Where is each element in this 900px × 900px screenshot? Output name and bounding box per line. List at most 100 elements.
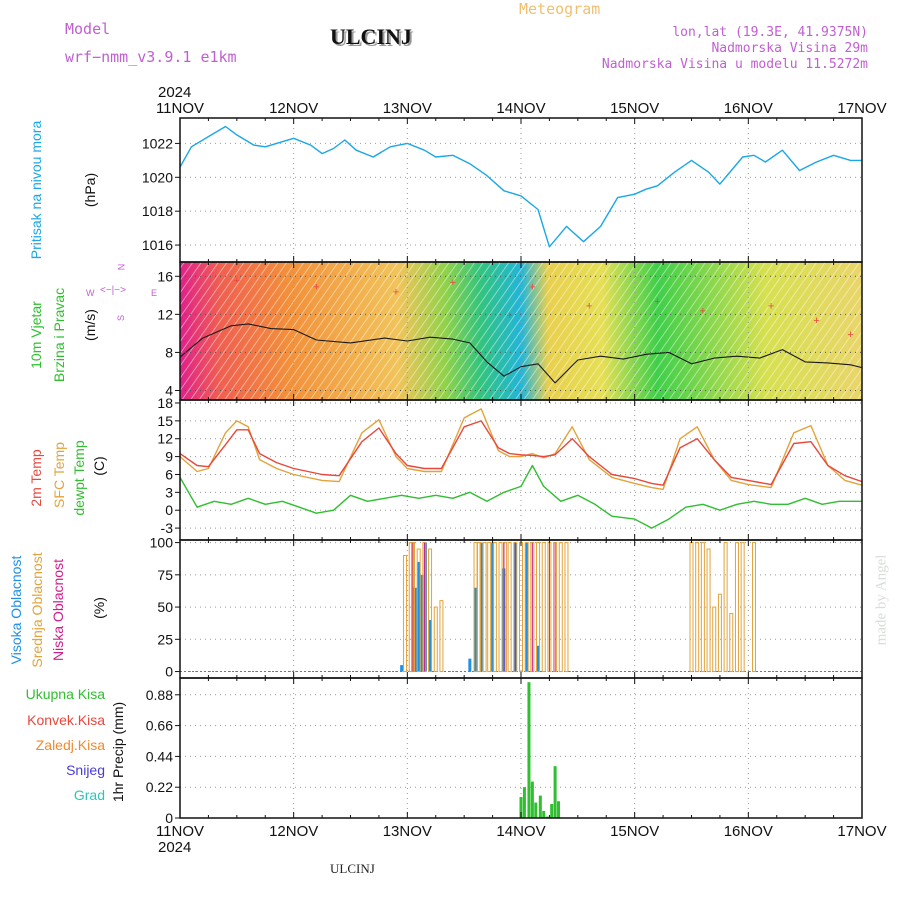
y-tick-label: 4 (165, 382, 173, 398)
year-top: 2024 (158, 84, 192, 101)
cloud-bar-mid (689, 542, 694, 673)
compass-south: S (116, 314, 127, 322)
cloud-bar-mid (492, 542, 497, 673)
y-tick-label: 18 (157, 395, 173, 411)
compass-north: N (116, 263, 127, 271)
wind-gust-mark: + (450, 277, 456, 289)
cloud-bar-mid (700, 542, 705, 673)
y-tick-label: 6 (165, 466, 173, 482)
cloud-bar-high (417, 561, 421, 672)
pressure-unit: (hPa) (82, 172, 98, 208)
cloud-bar-mid (498, 542, 503, 673)
cloud-bar-high (420, 574, 424, 672)
cloud-bar-high (536, 645, 540, 672)
wind-speed-line (179, 323, 863, 384)
wind-unit: (m/s) (82, 309, 98, 341)
cloud-bar-mid (734, 542, 739, 673)
sfc-temp-line (179, 408, 863, 491)
cloud-unit: (%) (91, 597, 107, 619)
footer-station: ULCINJ (330, 861, 375, 876)
y-tick-label: 12 (157, 306, 173, 322)
panel-frame (179, 117, 863, 263)
cloud-bar-mid (433, 606, 438, 673)
precip-legend-total: Ukupna Kisa (25, 686, 105, 702)
panel-frame (179, 677, 863, 819)
cloud-high-label: Visoka Oblacnost (8, 555, 24, 665)
y-tick-label: 25 (157, 631, 173, 647)
cloud-bar-mid (717, 593, 722, 673)
y-tick-label: 15 (157, 413, 173, 429)
precip-legend-hail: Grad (73, 787, 105, 803)
cloud-bar-mid (740, 542, 745, 673)
cloud-bar-mid (541, 542, 546, 673)
temp-2m-line (179, 420, 863, 486)
model-label: Model (65, 20, 111, 38)
x-tick-label-top: 14NOV (496, 100, 545, 117)
y-tick-label: 0.88 (146, 687, 173, 703)
pressure-label: Pritisak na nivou mora (28, 120, 44, 260)
cloud-bar-mid (507, 542, 512, 673)
pressure-line (179, 125, 862, 248)
y-tick-label: 0 (165, 810, 173, 826)
precip-bar (553, 766, 557, 818)
cloud-bar-mid (712, 606, 717, 673)
y-tick-label: 0 (165, 502, 173, 518)
wind-label-1: 10m Vjetar (28, 301, 44, 369)
elevation-label: Nadmorska Visina 29m (711, 41, 868, 56)
precip-bar (542, 811, 546, 818)
x-tick-label-top: 11NOV (156, 100, 204, 117)
cloud-bar-mid (536, 542, 541, 673)
wind-gust-mark: + (529, 282, 535, 294)
y-tick-label: 1020 (142, 169, 173, 185)
y-tick-label: 100 (150, 535, 174, 551)
cloud-bar-mid (695, 542, 700, 673)
cloud-bar-high (413, 587, 417, 672)
wind-gust-mark: + (654, 296, 660, 308)
x-tick-label-bottom: 16NOV (724, 823, 773, 840)
precip-legend-freezing: Zaledj.Kisa (35, 737, 105, 753)
y-tick-label: 0.44 (146, 748, 173, 764)
cloud-bar-mid (706, 548, 711, 673)
y-tick-label: 1016 (142, 237, 173, 253)
x-tick-label-top: 12NOV (269, 100, 318, 117)
wind-label-2: Brzina i Pravac (51, 287, 67, 383)
cloud-bar-mid (428, 548, 433, 673)
cloud-bar-high (474, 587, 478, 672)
y-tick-label: 1018 (142, 203, 173, 219)
precip-bar (522, 787, 526, 818)
cloud-bar-mid (524, 542, 529, 673)
cloud-low-label: Niska Oblacnost (50, 559, 66, 661)
wind-gust-mark: + (234, 275, 240, 287)
y-tick-label: 12 (157, 431, 173, 447)
x-tick-label-bottom: 12NOV (269, 823, 318, 840)
x-tick-label-top: 15NOV (610, 100, 659, 117)
temp-sfc-label: SFC Temp (51, 442, 67, 508)
cloud-bar-mid (482, 542, 487, 673)
x-tick-label-bottom: 17NOV (837, 823, 886, 840)
cloud-bar-mid (408, 542, 413, 673)
y-tick-label: 75 (157, 567, 173, 583)
precip-legend-snow: Snijeg (66, 762, 105, 778)
y-tick-label: 8 (165, 344, 173, 360)
wind-gust-mark: + (813, 315, 819, 327)
x-tick-label-top: 17NOV (837, 100, 886, 117)
meteogram-title: Meteogram (519, 0, 601, 18)
y-tick-label: 0.66 (146, 718, 173, 734)
wind-gust-mark: + (586, 301, 592, 313)
temp-2m-label: 2m Temp (28, 449, 44, 507)
lonlat-label: lon,lat (19.3E, 41.9375N) (672, 25, 868, 40)
precip-bar (550, 804, 554, 818)
wind-gust-mark: + (506, 310, 512, 322)
cloud-bar-high (428, 619, 432, 672)
station-title: ULCINJ (330, 24, 412, 49)
cloud-bar-mid (487, 542, 492, 673)
precip-bar (538, 795, 542, 818)
cloud-bar-high (525, 542, 529, 672)
x-tick-label-bottom: 13NOV (383, 823, 432, 840)
cloud-bar-mid (558, 542, 563, 673)
compass-west: W (86, 288, 95, 298)
cloud-bar-mid (439, 600, 444, 673)
cloud-bar-high (479, 542, 483, 672)
precip-bar (530, 781, 534, 818)
